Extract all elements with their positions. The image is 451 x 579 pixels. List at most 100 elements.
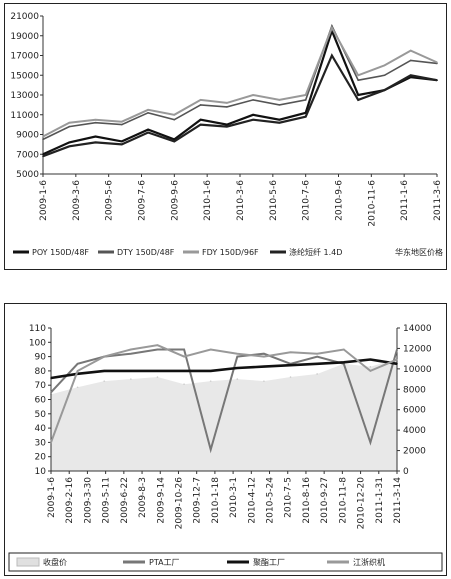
data-point [94, 135, 97, 138]
data-point [50, 441, 52, 444]
data-point [236, 367, 239, 369]
legend-label: FDY 150D/96F [202, 248, 259, 257]
x-tick-label: 2011-1-6 [400, 180, 410, 221]
data-point [316, 352, 318, 355]
data-point [209, 370, 212, 372]
x-tick-label: 2009-3-30 [83, 477, 93, 524]
x-tick-label: 2009-9-14 [156, 477, 166, 524]
data-point [226, 125, 228, 128]
data-point [68, 141, 71, 144]
data-point [147, 111, 149, 114]
legend-label: 收盘价 [43, 557, 67, 567]
y-right-tick-label: 10000 [403, 365, 432, 375]
legend-label: PTA工厂 [149, 558, 180, 567]
data-point [357, 74, 360, 77]
data-point [156, 370, 159, 372]
data-point [42, 138, 44, 141]
data-point [263, 352, 265, 355]
y-tick-label: 21000 [10, 12, 39, 22]
data-point [369, 358, 372, 361]
y-tick-label: 11000 [10, 111, 39, 121]
data-point [183, 355, 185, 358]
data-point [147, 131, 149, 134]
data-point [130, 348, 132, 351]
y-right-tick-label: 6000 [403, 406, 426, 416]
data-point [263, 380, 265, 382]
data-point [278, 99, 281, 101]
data-point [289, 376, 292, 378]
data-point [130, 370, 132, 372]
data-point [396, 358, 398, 361]
y-left-tick-label: 70 [35, 381, 47, 391]
data-point [409, 76, 412, 79]
data-point [252, 99, 254, 101]
legend-label: 江浙织机 [353, 557, 385, 567]
data-point [199, 118, 202, 121]
y-right-tick-label: 4000 [403, 426, 426, 436]
x-tick-label: 2010-9-27 [320, 477, 330, 524]
x-tick-label: 2010-7-5 [284, 477, 294, 518]
data-point [50, 377, 52, 379]
series-line-4 [50, 344, 398, 443]
data-point [147, 128, 149, 131]
x-tick-label: 2010-12-20 [357, 477, 367, 530]
data-point [68, 121, 71, 124]
y-tick-label: 9000 [16, 131, 39, 141]
y-tick-label: 19000 [10, 32, 39, 42]
x-tick-label: 2009-5-11 [102, 477, 112, 524]
data-point [304, 115, 307, 118]
data-point [199, 99, 202, 101]
data-point [156, 344, 159, 346]
data-point [103, 370, 106, 372]
x-tick-label: 2010-1-18 [211, 477, 221, 524]
y-left-tick-label: 50 [35, 410, 47, 420]
data-point [383, 89, 386, 91]
data-point [156, 376, 159, 378]
data-point [278, 121, 281, 124]
data-point [383, 74, 386, 77]
y-tick-label: 17000 [10, 52, 39, 62]
data-point [121, 123, 123, 126]
data-point [173, 113, 176, 116]
y-tick-label: 15000 [10, 71, 39, 81]
x-tick-label: 2009-1-6 [47, 477, 57, 518]
y-right-tick-label: 0 [403, 467, 409, 477]
x-tick-label: 2010-11-8 [338, 477, 348, 524]
data-point [94, 121, 97, 124]
x-tick-label: 2011-3-14 [393, 477, 403, 524]
x-tick-label: 2009-2-16 [65, 477, 75, 524]
x-tick-label: 2010-3-6 [236, 180, 246, 221]
y-right-tick-label: 12000 [403, 344, 432, 354]
x-tick-label: 2009-6-22 [120, 477, 130, 524]
data-point [42, 155, 44, 158]
data-point [173, 118, 176, 121]
y-left-tick-label: 20 [35, 453, 47, 463]
data-point [436, 79, 438, 81]
data-point [121, 120, 123, 123]
data-point [383, 64, 386, 67]
data-point [103, 355, 106, 358]
series-line-3 [42, 25, 438, 138]
chart-bottom: 110 100 90 80 70 60 50 40 30 20 10 14000 12000 10000 8… [4, 303, 447, 576]
x-tick-label: 2010-8-16 [302, 477, 312, 524]
data-point [331, 54, 333, 57]
chart-bottom-svg: 110 100 90 80 70 60 50 40 30 20 10 14000 12000 10000 8… [8, 324, 443, 572]
series-line-4 [42, 53, 438, 158]
data-point [121, 140, 123, 143]
data-point [183, 383, 185, 385]
data-point [357, 94, 360, 96]
data-point [409, 49, 412, 52]
data-point [369, 370, 372, 372]
y-tick-label: 5000 [16, 170, 39, 180]
x-tick-label: 2009-12-7 [193, 477, 203, 524]
data-point [252, 94, 254, 96]
x-tick-label: 2010-4-12 [247, 477, 257, 524]
data-point [236, 378, 239, 380]
data-point [76, 386, 79, 389]
y-left-tick-label: 60 [35, 396, 47, 406]
data-point [304, 99, 307, 101]
series-line-2 [42, 23, 438, 141]
x-tick-label: 2009-1-6 [39, 180, 49, 221]
data-point [68, 145, 71, 148]
x-tick-label: 2010-7-6 [302, 180, 312, 221]
